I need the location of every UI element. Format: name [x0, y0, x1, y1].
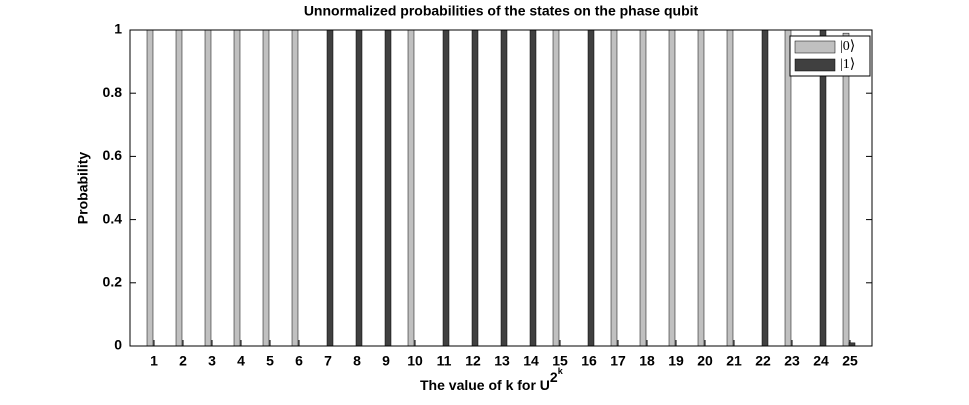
bar: [262, 29, 270, 347]
y-tick-label: 0.4: [103, 210, 123, 226]
x-tick-label: 10: [407, 353, 423, 369]
x-tick-label: 16: [581, 353, 597, 369]
y-tick-label: 0.6: [103, 147, 123, 163]
y-tick-label: 0.2: [103, 274, 123, 290]
bar: [529, 29, 537, 347]
legend-label: |0⟩: [840, 39, 855, 54]
bar: [552, 29, 560, 347]
x-tick-label: 4: [237, 353, 245, 369]
legend-label: |1⟩: [840, 57, 855, 72]
legend-swatch: [794, 40, 836, 54]
bar: [761, 29, 769, 347]
bar: [291, 29, 299, 347]
bar: [726, 29, 734, 347]
bar: [355, 29, 363, 347]
x-axis-label-text: The value of k for U: [420, 377, 550, 393]
y-tick-label: 0: [114, 337, 122, 353]
x-axis-label-sup: 2: [550, 369, 558, 385]
x-tick-label: 5: [266, 353, 274, 369]
x-tick-label: 8: [353, 353, 361, 369]
bar: [610, 29, 618, 347]
x-tick-label: 12: [465, 353, 481, 369]
bar: [842, 32, 850, 347]
bar: [819, 29, 827, 347]
bar: [639, 29, 647, 347]
x-tick-label: 2: [179, 353, 187, 369]
bar: [442, 29, 450, 347]
bar: [587, 29, 595, 347]
legend-swatch: [794, 58, 836, 72]
axes-box: [129, 29, 873, 347]
x-tick-label: 17: [610, 353, 626, 369]
x-tick-label: 25: [842, 353, 858, 369]
x-tick-label: 11: [437, 353, 452, 369]
x-axis-label-supsup: k: [558, 366, 564, 376]
bar: [175, 29, 183, 347]
x-tick-label: 13: [494, 353, 510, 369]
x-tick-label: 24: [813, 353, 829, 369]
bar: [384, 29, 392, 347]
x-tick-label: 7: [324, 353, 332, 369]
x-tick-label: 20: [697, 353, 713, 369]
x-tick-label: 9: [382, 353, 390, 369]
y-axis-label: Probability: [75, 152, 91, 225]
x-tick-label: 19: [668, 353, 684, 369]
x-tick-label: 15: [552, 353, 568, 369]
bar: [784, 29, 792, 347]
x-axis-label: The value of k for U2k: [420, 366, 564, 392]
bar: [326, 29, 334, 347]
x-tick-label: 18: [639, 353, 655, 369]
y-tick-label: 1: [114, 21, 122, 37]
x-tick-label: 21: [726, 353, 742, 369]
x-tick-label: 1: [150, 353, 158, 369]
bar: [407, 29, 415, 347]
bar: [233, 29, 241, 347]
bar: [146, 29, 154, 347]
y-tick-label: 0.8: [103, 84, 123, 100]
bar: [668, 29, 676, 347]
x-tick-label: 3: [208, 353, 216, 369]
chart-title: Unnormalized probabilities of the states…: [304, 3, 699, 19]
x-tick-label: 22: [755, 353, 771, 369]
x-tick-label: 6: [295, 353, 303, 369]
bar: [204, 29, 212, 347]
bar: [471, 29, 479, 347]
x-tick-label: 23: [784, 353, 800, 369]
x-tick-label: 14: [523, 353, 539, 369]
bar: [697, 29, 705, 347]
bar: [500, 29, 508, 347]
